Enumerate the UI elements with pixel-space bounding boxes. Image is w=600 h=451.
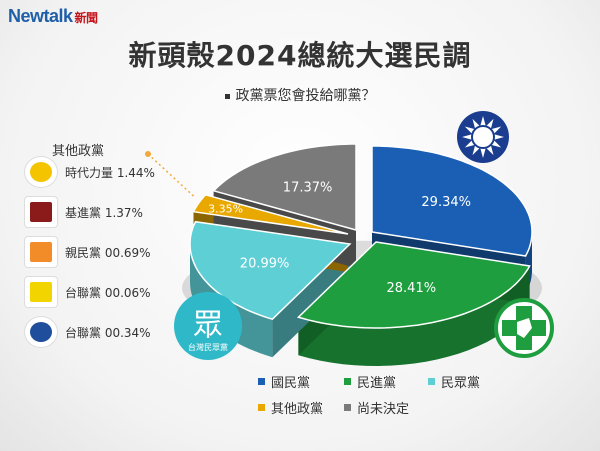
- slice-label: 28.41%: [387, 281, 437, 296]
- new-party-logo: [25, 277, 57, 307]
- legend-item: 民眾黨: [428, 372, 480, 391]
- other-party-item: 台聯黨 00.06%: [25, 277, 151, 307]
- new-power-party-logo: [25, 157, 57, 187]
- taiwan-solidarity-union-logo: [25, 317, 57, 347]
- dpp-emblem: [494, 298, 554, 358]
- other-party-item: 親民黨 00.69%: [25, 237, 151, 267]
- legend-label: 國民黨: [271, 376, 311, 391]
- slice-label: 20.99%: [240, 257, 290, 272]
- brand-name: Newtalk: [8, 6, 73, 26]
- tpp-glyph: 眾: [193, 308, 223, 343]
- pie-slice-2: [296, 241, 531, 329]
- legend-label: 其他政黨: [271, 402, 324, 417]
- brand-logo: Newtalk 新聞: [8, 6, 98, 27]
- slice-label: 17.37%: [283, 180, 333, 195]
- chart-title: 新頭殼2024總統大選民調: [128, 39, 472, 72]
- other-party-item: 基進黨 1.37%: [25, 197, 143, 227]
- leader-dot: [145, 151, 151, 157]
- other-party-label: 台聯黨 00.34%: [65, 325, 151, 340]
- other-party-label: 台聯黨 00.06%: [65, 285, 151, 300]
- other-party-item: 台聯黨 00.34%: [25, 317, 151, 347]
- legend-swatch: [428, 378, 435, 385]
- tpp-label: 台灣民眾黨: [188, 342, 228, 352]
- other-party-label: 親民黨 00.69%: [65, 245, 151, 260]
- chart-subtitle-text: 政黨票您會投給哪黨？: [235, 88, 376, 104]
- other-party-label: 基進黨 1.37%: [65, 205, 143, 220]
- legend-item: 民進黨: [344, 372, 396, 391]
- legend-swatch: [344, 378, 351, 385]
- pie-slice-3: [189, 220, 352, 321]
- kmt-emblem: [457, 111, 509, 163]
- other-party-item: 時代力量 1.44%: [25, 157, 155, 187]
- bullet-icon: [224, 93, 230, 99]
- pie-slice-side: [190, 244, 273, 358]
- legend-label: 民進黨: [357, 376, 397, 391]
- legend-item: 其他政黨: [258, 398, 323, 417]
- brand-sub: 新聞: [74, 11, 99, 25]
- legend-label: 尚未決定: [357, 402, 410, 417]
- taiwan-statebuilding-party-logo: [25, 197, 57, 227]
- pie-slice-4: [192, 193, 349, 235]
- slice-label: 3.35%: [208, 203, 243, 216]
- legend-label: 民眾黨: [441, 376, 481, 391]
- legend-swatch: [258, 404, 265, 411]
- pie-slice-1: [371, 145, 533, 257]
- slice-label: 29.34%: [421, 195, 471, 210]
- people-first-party-logo: [25, 237, 57, 267]
- pie-slice-5: [212, 143, 357, 231]
- others-leader-line: [147, 153, 196, 198]
- legend-item: 尚未決定: [344, 398, 409, 417]
- legend-swatch: [258, 378, 265, 385]
- others-heading: 其他政黨: [52, 144, 105, 159]
- chart-subtitle: 政黨票您會投給哪黨？: [0, 85, 600, 105]
- other-party-label: 時代力量 1.44%: [65, 165, 155, 180]
- legend-swatch: [344, 404, 351, 411]
- pie-slice-side: [298, 266, 530, 366]
- legend-item: 國民黨: [258, 372, 310, 391]
